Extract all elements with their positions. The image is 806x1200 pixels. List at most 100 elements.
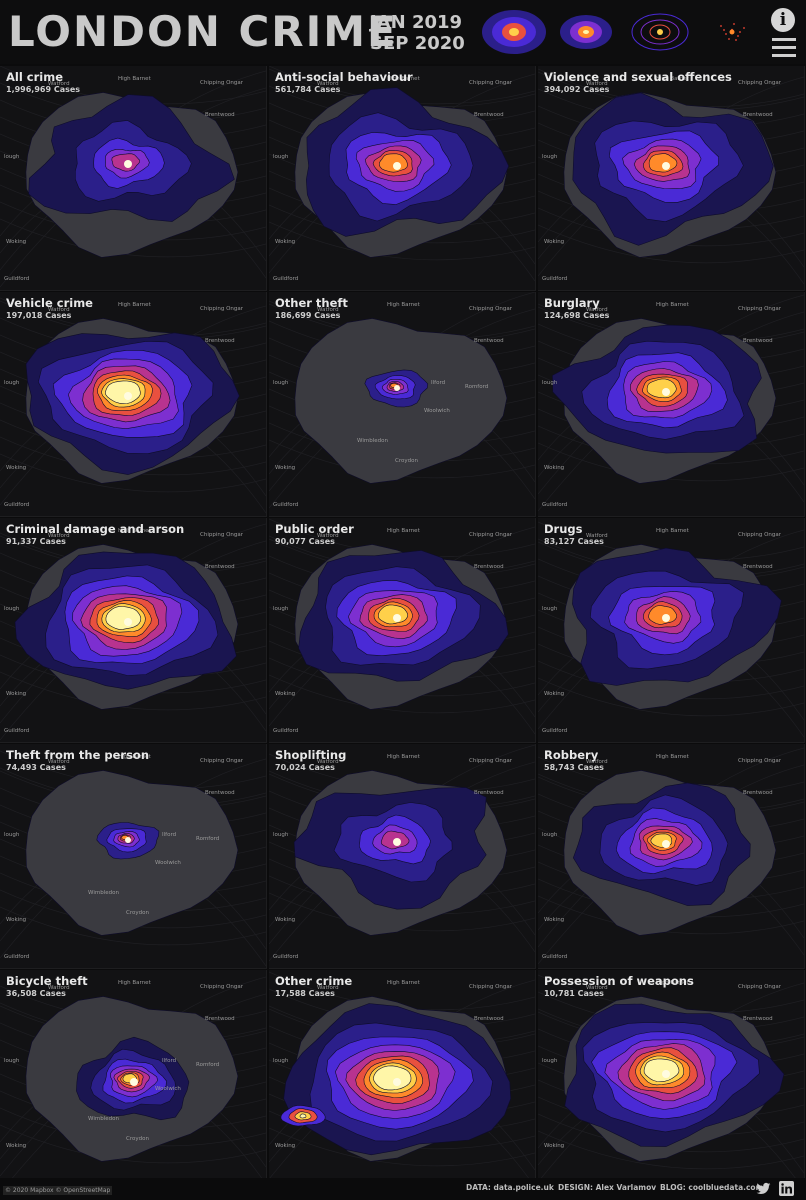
place-label-slough: lough [4,606,20,612]
blog-link[interactable]: BLOG: coolbluedata.com [660,1183,764,1192]
place-label-brentwood: Brentwood [743,112,773,118]
place-label-woking: Woking [544,239,565,245]
crime-density-contours [298,550,509,682]
crime-map-panel[interactable]: Chipping Ongar Watford High Barnet Brentwoo… [538,518,805,743]
place-label-slough: lough [4,1058,20,1064]
thumbnail-view-1[interactable] [478,6,548,58]
heatmap-layer [538,974,804,1191]
crime-density-contours [28,94,235,222]
place-label-watford: Watford [317,759,339,765]
crime-map-panel[interactable]: Chipping Ongar Watford High Barnet Brentwoo… [538,292,805,517]
heatmap-layer [538,747,804,965]
crime-map-panel[interactable]: Chipping Ongar Watford High Barnet Brentwoo… [269,292,536,517]
panel-title: Burglary [544,296,600,310]
linkedin-icon[interactable] [779,1181,794,1196]
place-label-chipping-ongar: Chipping Ongar [200,80,244,86]
place-label-brentwood: Brentwood [743,1016,773,1022]
header: LONDON CRIME JAN 2019 SEP 2020 i [0,0,806,64]
place-label-slough: lough [4,380,20,386]
twitter-icon[interactable] [756,1181,771,1196]
hamburger-menu-icon[interactable] [772,38,796,58]
place-label-slough: lough [273,832,289,838]
crime-density-contours [293,787,487,910]
place-label-watford: Watford [317,985,339,991]
heatmap-layer [0,523,266,741]
crime-density-contours [552,324,762,454]
crime-map-panel[interactable]: Chipping Ongar Watford High Barnet Brentwoo… [0,66,267,291]
place-label-watford: Watford [48,307,70,313]
place-label-slough: lough [542,1058,558,1064]
crime-map-panel[interactable]: Chipping Ongar Watford High Barnet Brentwoo… [269,518,536,743]
place-label-woking: Woking [6,691,27,697]
place-label-ilford: Ilford [431,380,446,386]
heatmap-layer [269,66,535,282]
thumbnail-view-2[interactable] [550,6,620,58]
place-label-chipping-ongar: Chipping Ongar [200,758,244,764]
panel-title: Drugs [544,522,583,536]
place-label-high-barnet: High Barnet [387,980,420,986]
place-label-high-barnet: High Barnet [656,528,689,534]
place-label-watford: Watford [48,533,70,539]
place-label-guildford: Guildford [4,502,30,508]
crime-map-panel[interactable]: Chipping Ongar Watford High Barnet Brentwoo… [538,970,805,1195]
place-label-high-barnet: High Barnet [656,754,689,760]
crime-density-contours [364,369,429,408]
heatmap-layer [0,750,266,967]
panel-case-count: 1,996,969 Cases [6,85,81,94]
place-label-guildford: Guildford [273,954,299,960]
place-label-slough: lough [542,606,558,612]
panel-case-count: 70,024 Cases [275,763,335,772]
info-icon[interactable]: i [771,8,795,32]
place-label-watford: Watford [48,81,70,87]
panel-title: Robbery [544,748,599,762]
place-label-brentwood: Brentwood [474,564,504,570]
place-label-woking: Woking [6,917,27,923]
place-label-watford: Watford [586,307,608,313]
place-label-croydon: Croydon [126,1136,149,1142]
thumbnail-view-4[interactable] [696,6,766,58]
place-label-slough: lough [542,380,558,386]
crime-map-panel[interactable]: Chipping Ongar Watford High Barnet Brentwoo… [269,66,536,291]
place-label-watford: Watford [586,533,608,539]
place-label-wimbledon: Wimbledon [357,438,388,444]
crime-density-contours [572,92,774,246]
panel-title: Violence and sexual offences [544,70,732,84]
place-label-guildford: Guildford [542,276,568,282]
crime-map-grid: Chipping Ongar Watford High Barnet Brentwoo… [0,66,806,1195]
crime-map-panel[interactable]: Chipping Ongar Watford High Barnet Brentwoo… [0,970,267,1195]
panel-case-count: 83,127 Cases [544,537,604,546]
place-label-guildford: Guildford [4,276,30,282]
dashboard-title: LONDON CRIME [8,7,398,56]
place-label-guildford: Guildford [4,728,30,734]
crime-map-panel[interactable]: Chipping Ongar Watford High Barnet Brentwoo… [269,744,536,969]
crime-map-panel[interactable]: Chipping Ongar Watford High Barnet Brentwoo… [0,744,267,969]
heatmap-layer [0,297,266,514]
map-copyright[interactable]: © 2020 Mapbox © OpenStreetMap [3,1186,113,1195]
place-label-high-barnet: High Barnet [387,302,420,308]
place-label-guildford: Guildford [273,728,299,734]
crime-density-contours [14,551,237,690]
crime-map-panel[interactable]: Chipping Ongar Watford High Barnet Brentwoo… [0,518,267,743]
crime-map-panel[interactable]: Chipping Ongar Watford High Barnet Brentwoo… [538,744,805,969]
crime-map-panel[interactable]: Chipping Ongar Watford High Barnet Brentwoo… [269,970,536,1195]
panel-case-count: 124,698 Cases [544,311,610,320]
crime-map-panel[interactable]: Chipping Ongar Watford High Barnet Brentwoo… [0,292,267,517]
place-label-brentwood: Brentwood [474,112,504,118]
place-label-romford: Romford [196,1062,220,1068]
place-label-guildford: Guildford [542,728,568,734]
crime-density-contours [96,822,160,860]
place-label-slough: lough [4,154,20,160]
place-label-slough: lough [273,606,289,612]
place-label-woking: Woking [6,239,27,245]
thumbnail-view-3[interactable] [624,6,694,58]
crime-map-panel[interactable]: Chipping Ongar Watford High Barnet Brentwoo… [538,66,805,291]
place-label-watford: Watford [317,81,339,87]
date-end: SEP 2020 [370,33,465,54]
panel-title: Theft from the person [6,748,150,762]
panel-title: Shoplifting [275,748,347,762]
panel-case-count: 74,493 Cases [6,763,66,772]
panel-title: Other crime [275,974,353,988]
place-label-guildford: Guildford [542,502,568,508]
place-label-brentwood: Brentwood [474,338,504,344]
place-label-watford: Watford [48,985,70,991]
